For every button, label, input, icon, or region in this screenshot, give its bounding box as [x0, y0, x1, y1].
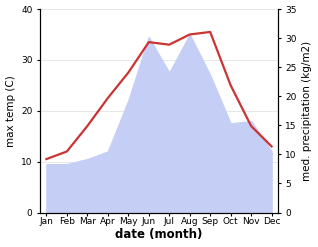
X-axis label: date (month): date (month) — [115, 228, 203, 242]
Y-axis label: max temp (C): max temp (C) — [5, 75, 16, 147]
Y-axis label: med. precipitation (kg/m2): med. precipitation (kg/m2) — [302, 41, 313, 181]
